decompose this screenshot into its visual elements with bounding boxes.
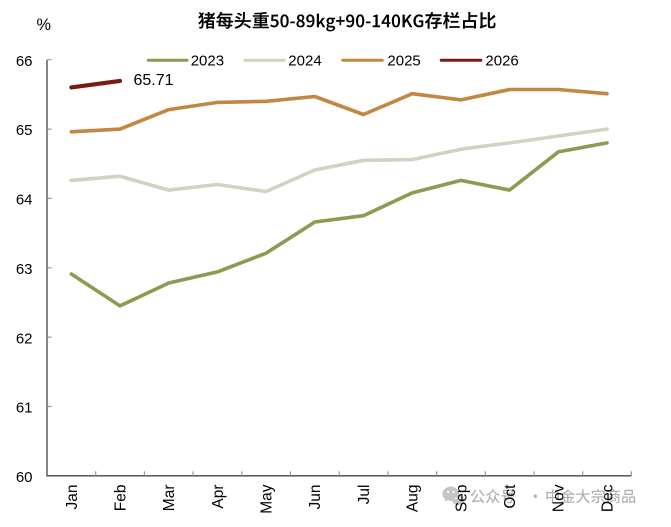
svg-text:Jan: Jan: [64, 485, 81, 510]
svg-text:Apr: Apr: [210, 485, 227, 509]
svg-text:62: 62: [16, 330, 33, 347]
svg-text:66: 66: [16, 53, 33, 70]
svg-text:Aug: Aug: [405, 485, 422, 513]
svg-text:64: 64: [16, 192, 33, 209]
svg-text:Dec: Dec: [599, 484, 616, 512]
svg-text:65.71: 65.71: [134, 72, 174, 89]
svg-text:2026: 2026: [485, 52, 518, 69]
svg-text:2023: 2023: [191, 52, 224, 69]
svg-text:2024: 2024: [288, 52, 321, 69]
svg-text:Nov: Nov: [551, 484, 568, 512]
svg-text:%: %: [37, 16, 51, 34]
svg-text:Oct: Oct: [502, 484, 519, 509]
svg-text:63: 63: [16, 261, 33, 278]
svg-text:Jul: Jul: [356, 485, 373, 505]
svg-text:61: 61: [16, 400, 33, 417]
svg-text:Feb: Feb: [113, 485, 130, 512]
svg-text:65: 65: [16, 122, 33, 139]
svg-text:Sep: Sep: [453, 485, 470, 513]
svg-text:2025: 2025: [387, 52, 420, 69]
svg-text:May: May: [259, 484, 276, 514]
svg-text:Jun: Jun: [307, 485, 324, 510]
svg-text:60: 60: [16, 469, 33, 486]
svg-text:Mar: Mar: [161, 485, 178, 512]
